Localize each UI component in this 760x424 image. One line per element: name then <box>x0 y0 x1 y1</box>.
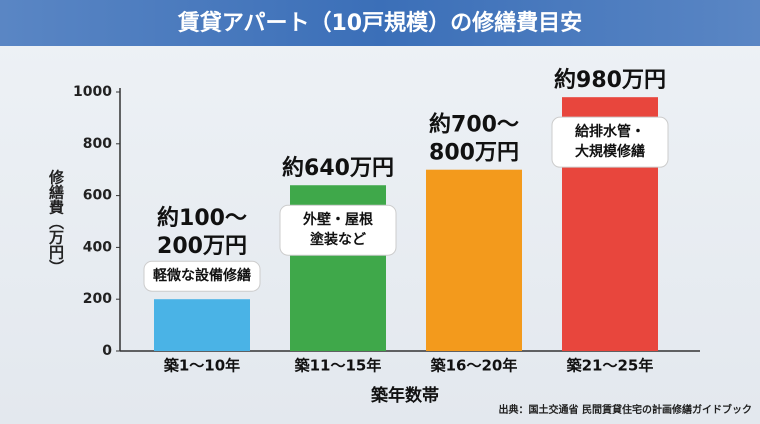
x-axis-label: 築年数帯 <box>370 385 439 406</box>
y-tick-label: 800 <box>83 136 112 152</box>
x-tick-label: 築21〜25年 <box>566 357 654 375</box>
callout <box>143 260 261 292</box>
callout-text: 大規模修繕 <box>575 143 645 160</box>
y-tick-label: 400 <box>83 239 112 255</box>
y-tick-label: 0 <box>102 343 112 359</box>
x-tick-label: 築11〜15年 <box>294 357 382 375</box>
y-tick-label: 600 <box>83 188 112 204</box>
bar <box>426 169 522 351</box>
source: 出典：国土交通省 民間賃貸住宅の計画修繕ガイドブック <box>499 403 752 416</box>
x-tick-label: 築1〜10年 <box>163 357 240 375</box>
y-tick-label: 200 <box>83 291 112 307</box>
x-tick-label: 築16〜20年 <box>430 357 518 375</box>
value-label: 200万円 <box>157 234 247 259</box>
callout <box>551 116 669 168</box>
callout-text: 軽微な設備修繕 <box>153 267 251 284</box>
callout-text: 塗装など <box>310 231 366 248</box>
value-label: 約100〜 <box>157 205 247 231</box>
callout <box>279 204 397 256</box>
y-axis-label: 修繕費（万円） <box>47 169 65 275</box>
value-label: 約640万円 <box>282 155 394 181</box>
value-label: 約980万円 <box>554 67 666 93</box>
value-label: 800万円 <box>429 141 519 166</box>
callout-text: 外壁・屋根 <box>303 211 374 228</box>
title-banner <box>0 0 760 46</box>
y-tick-label: 1000 <box>73 84 112 100</box>
chart-title: 賃貸アパート（10戸規模）の修繕費目安 <box>177 10 582 36</box>
bar <box>154 299 250 351</box>
value-label: 約700〜 <box>429 112 519 138</box>
callout-text: 給排水管・ <box>575 123 645 140</box>
